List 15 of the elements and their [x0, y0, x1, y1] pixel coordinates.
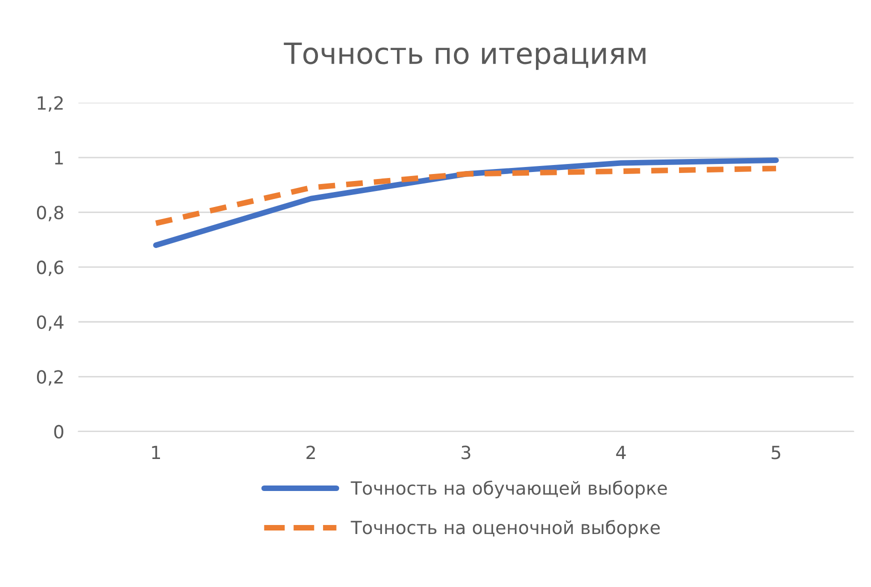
- y-tick-label: 0,8: [36, 206, 64, 222]
- chart-title: Точность по итерациям: [284, 42, 646, 70]
- legend-label: Точность на обучающей выборке: [350, 480, 667, 498]
- y-tick-label: 1: [54, 151, 63, 164]
- x-tick-label: 2: [306, 446, 315, 460]
- x-tick-label: 3: [462, 446, 470, 460]
- y-tick-label: 0,6: [36, 260, 64, 276]
- legend-label: Точность на оценочной выборке: [350, 520, 660, 538]
- x-tick-label: 4: [616, 446, 626, 460]
- x-tick-label: 1: [152, 446, 160, 460]
- y-tick-label: 0,2: [36, 370, 63, 386]
- y-tick-label: 0,4: [36, 315, 64, 331]
- y-tick-label: 1,2: [38, 96, 63, 112]
- x-tick-label: 5: [772, 446, 780, 460]
- y-tick-label: 0: [54, 424, 64, 439]
